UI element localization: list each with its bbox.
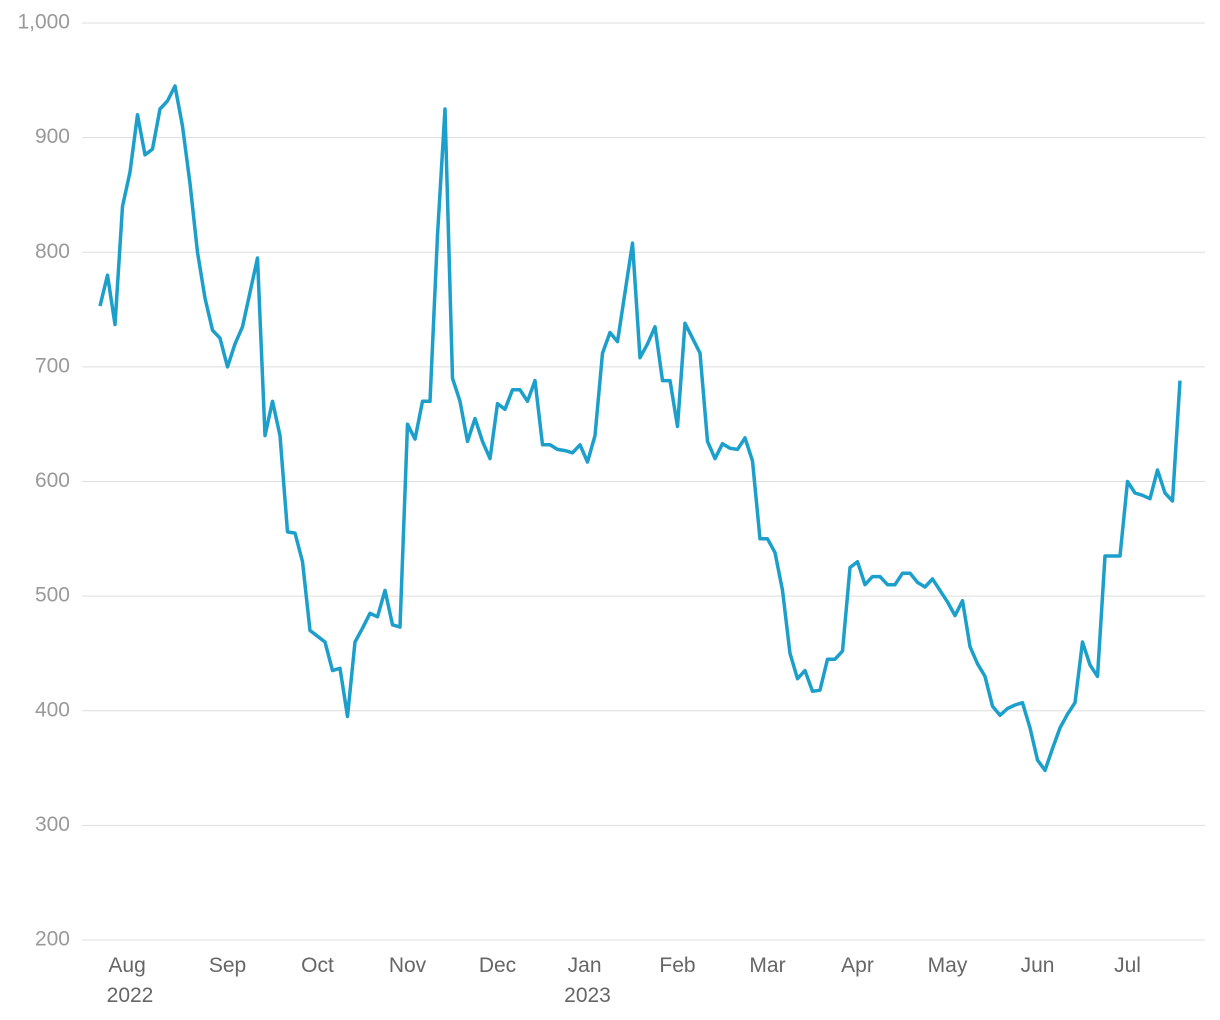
y-tick-label: 200 (35, 928, 70, 951)
x-tick-label: Apr (841, 954, 874, 977)
x-tick-label: Feb (659, 954, 695, 977)
y-tick-label: 900 (35, 125, 70, 148)
x-tick-label: Sep (209, 954, 246, 977)
x-tick-label: Mar (749, 954, 785, 977)
x-tick-label: Dec (479, 954, 516, 977)
y-tick-label: 800 (35, 240, 70, 263)
x-tick-label: May (928, 954, 968, 977)
y-tick-label: 600 (35, 469, 70, 492)
x-tick-label: Nov (389, 954, 427, 977)
x-tick-label: Aug 2022 (107, 954, 154, 1007)
x-tick-label: Oct (301, 954, 334, 977)
x-tick-label: Jul (1114, 954, 1141, 977)
y-tick-label: 400 (35, 698, 70, 721)
y-tick-label: 700 (35, 354, 70, 377)
y-tick-label: 1,000 (17, 11, 70, 34)
y-tick-label: 300 (35, 813, 70, 836)
x-tick-label: Jan 2023 (564, 954, 611, 1007)
line (98, 84, 1182, 773)
y-tick-label: 500 (35, 584, 70, 607)
x-tick-label: Jun (1021, 954, 1055, 977)
